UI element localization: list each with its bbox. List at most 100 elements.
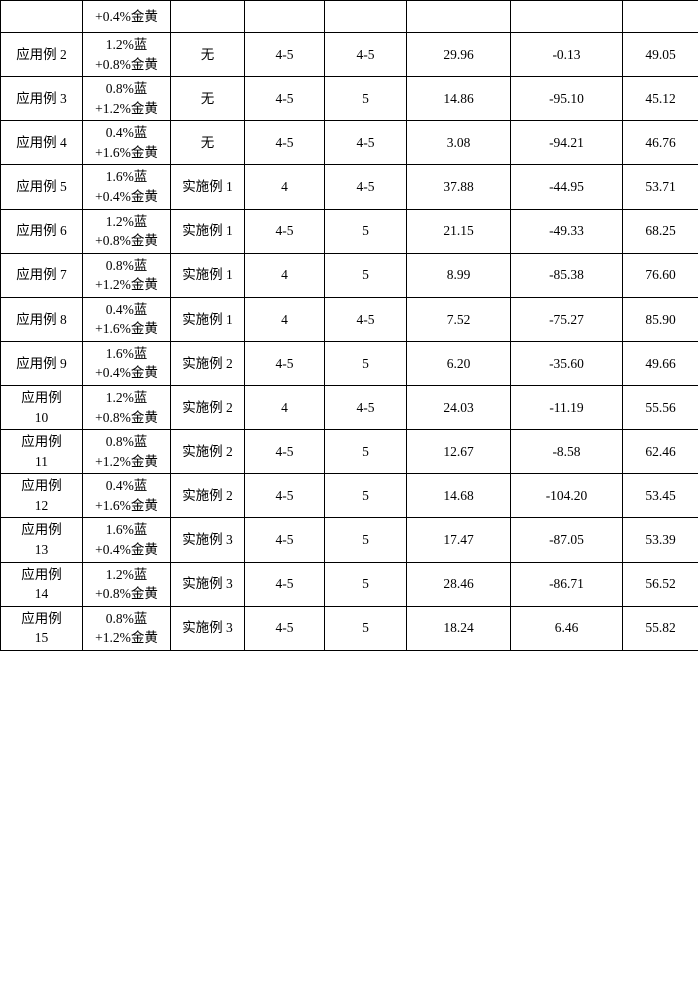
cell-value: 4-5 <box>245 341 325 385</box>
cell-text: 0.8%蓝 <box>86 432 167 452</box>
table-row: 应用例 80.4%蓝+1.6%金黄实施例 144-57.52-75.2785.9… <box>1 297 698 341</box>
cell-value: 实施例 1 <box>171 165 245 209</box>
cell-value: 实施例 2 <box>171 430 245 474</box>
cell-value: 5 <box>325 341 407 385</box>
cell-example-id <box>1 1 83 33</box>
cell-value: -104.20 <box>511 474 623 518</box>
cell-value: 实施例 3 <box>171 606 245 650</box>
table-row: 应用例 91.6%蓝+0.4%金黄实施例 24-556.20-35.6049.6… <box>1 341 698 385</box>
cell-text: +0.8%金黄 <box>86 55 167 75</box>
table-row: 应用例 21.2%蓝+0.8%金黄无4-54-529.96-0.1349.05 <box>1 33 698 77</box>
cell-value: -11.19 <box>511 386 623 430</box>
cell-dye-mix: 0.4%蓝+1.6%金黄 <box>83 474 171 518</box>
cell-value: 53.39 <box>623 518 698 562</box>
cell-dye-mix: +0.4%金黄 <box>83 1 171 33</box>
table-row: +0.4%金黄 <box>1 1 698 33</box>
cell-value <box>407 1 511 33</box>
table-row: 应用例110.8%蓝+1.2%金黄实施例 24-5512.67-8.5862.4… <box>1 430 698 474</box>
cell-value <box>325 1 407 33</box>
cell-value: 实施例 1 <box>171 209 245 253</box>
cell-value: 无 <box>171 77 245 121</box>
cell-dye-mix: 1.2%蓝+0.8%金黄 <box>83 209 171 253</box>
cell-dye-mix: 1.6%蓝+0.4%金黄 <box>83 165 171 209</box>
cell-text: +0.8%金黄 <box>86 584 167 604</box>
cell-dye-mix: 0.4%蓝+1.6%金黄 <box>83 297 171 341</box>
cell-text: 1.6%蓝 <box>86 344 167 364</box>
table-row: 应用例 61.2%蓝+0.8%金黄实施例 14-5521.15-49.3368.… <box>1 209 698 253</box>
cell-text: 应用例 <box>4 609 79 629</box>
cell-example-id: 应用例10 <box>1 386 83 430</box>
cell-value: 实施例 3 <box>171 562 245 606</box>
cell-value: 53.71 <box>623 165 698 209</box>
cell-value: -94.21 <box>511 121 623 165</box>
cell-value: 3.08 <box>407 121 511 165</box>
cell-value: 49.66 <box>623 341 698 385</box>
cell-text: 应用例 <box>4 388 79 408</box>
cell-value: 46.76 <box>623 121 698 165</box>
cell-text: 0.4%蓝 <box>86 476 167 496</box>
cell-value: 37.88 <box>407 165 511 209</box>
cell-value: 4-5 <box>245 430 325 474</box>
table-row: 应用例 70.8%蓝+1.2%金黄实施例 1458.99-85.3876.60 <box>1 253 698 297</box>
cell-value: 14.68 <box>407 474 511 518</box>
cell-dye-mix: 0.8%蓝+1.2%金黄 <box>83 77 171 121</box>
cell-value: -95.10 <box>511 77 623 121</box>
cell-value: 28.46 <box>407 562 511 606</box>
cell-example-id: 应用例 6 <box>1 209 83 253</box>
cell-dye-mix: 1.6%蓝+0.4%金黄 <box>83 341 171 385</box>
cell-value <box>623 1 698 33</box>
cell-value: -44.95 <box>511 165 623 209</box>
cell-text: 0.4%蓝 <box>86 300 167 320</box>
cell-value: 4-5 <box>245 474 325 518</box>
cell-text: 1.2%蓝 <box>86 35 167 55</box>
cell-text: +1.2%金黄 <box>86 275 167 295</box>
cell-example-id: 应用例 3 <box>1 77 83 121</box>
cell-value: 5 <box>325 474 407 518</box>
cell-text: 0.8%蓝 <box>86 79 167 99</box>
cell-text: 应用例 3 <box>4 89 79 109</box>
cell-text: 应用例 <box>4 565 79 585</box>
cell-value: 21.15 <box>407 209 511 253</box>
cell-text: 应用例 8 <box>4 310 79 330</box>
cell-example-id: 应用例11 <box>1 430 83 474</box>
table-row: 应用例141.2%蓝+0.8%金黄实施例 34-5528.46-86.7156.… <box>1 562 698 606</box>
table-body: +0.4%金黄应用例 21.2%蓝+0.8%金黄无4-54-529.96-0.1… <box>1 1 698 651</box>
cell-dye-mix: 0.8%蓝+1.2%金黄 <box>83 606 171 650</box>
cell-value: -75.27 <box>511 297 623 341</box>
cell-example-id: 应用例 2 <box>1 33 83 77</box>
cell-value: 4-5 <box>325 121 407 165</box>
cell-value: 76.60 <box>623 253 698 297</box>
cell-value: 56.52 <box>623 562 698 606</box>
table-row: 应用例150.8%蓝+1.2%金黄实施例 34-5518.246.4655.82 <box>1 606 698 650</box>
cell-value: 4-5 <box>325 386 407 430</box>
cell-example-id: 应用例 7 <box>1 253 83 297</box>
cell-value: 53.45 <box>623 474 698 518</box>
cell-dye-mix: 1.2%蓝+0.8%金黄 <box>83 33 171 77</box>
cell-value: 55.82 <box>623 606 698 650</box>
cell-value: 49.05 <box>623 33 698 77</box>
cell-value: 55.56 <box>623 386 698 430</box>
cell-example-id: 应用例 8 <box>1 297 83 341</box>
cell-text: +0.4%金黄 <box>86 540 167 560</box>
cell-text: 15 <box>4 628 79 648</box>
table-row: 应用例131.6%蓝+0.4%金黄实施例 34-5517.47-87.0553.… <box>1 518 698 562</box>
cell-dye-mix: 0.4%蓝+1.6%金黄 <box>83 121 171 165</box>
cell-text: +0.8%金黄 <box>86 408 167 428</box>
cell-value: 62.46 <box>623 430 698 474</box>
cell-value: 实施例 2 <box>171 386 245 430</box>
cell-value: 4-5 <box>245 121 325 165</box>
cell-value <box>511 1 623 33</box>
cell-example-id: 应用例 9 <box>1 341 83 385</box>
cell-value: -8.58 <box>511 430 623 474</box>
cell-text: 0.4%蓝 <box>86 123 167 143</box>
cell-text: 1.2%蓝 <box>86 565 167 585</box>
cell-text: +0.4%金黄 <box>86 363 167 383</box>
cell-text: +1.6%金黄 <box>86 496 167 516</box>
cell-example-id: 应用例14 <box>1 562 83 606</box>
cell-text: 1.6%蓝 <box>86 167 167 187</box>
cell-value: 实施例 2 <box>171 474 245 518</box>
cell-text: +0.4%金黄 <box>86 187 167 207</box>
cell-value: -86.71 <box>511 562 623 606</box>
cell-example-id: 应用例 4 <box>1 121 83 165</box>
cell-text: 1.2%蓝 <box>86 212 167 232</box>
